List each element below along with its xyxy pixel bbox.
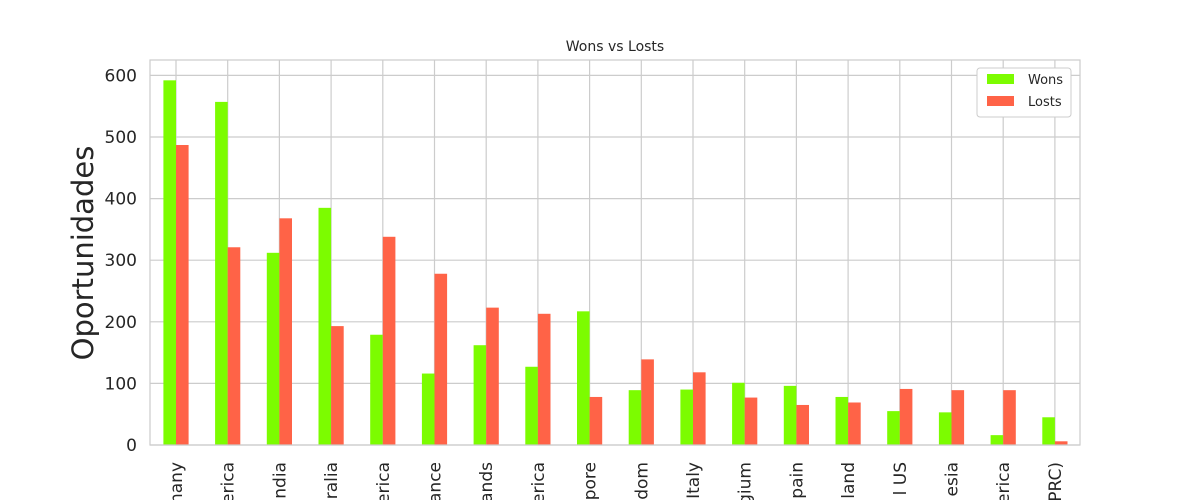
x-tick-label: many <box>167 462 187 500</box>
bar-wons <box>990 435 1004 445</box>
y-tick-label: 400 <box>105 190 137 210</box>
bars <box>163 80 1068 445</box>
bar-losts <box>1003 390 1016 445</box>
x-tick-label: esia <box>943 462 963 496</box>
x-tick-label: ndia <box>270 462 290 499</box>
legend-swatch-wons <box>987 74 1014 84</box>
bar-wons <box>783 385 797 445</box>
bar-wons <box>1042 417 1055 445</box>
x-tick-label: land <box>839 462 859 499</box>
chart-title: Wons vs Losts <box>566 39 664 55</box>
x-tick-label: ralia <box>322 462 342 499</box>
bar-losts <box>796 404 809 445</box>
bar-losts <box>899 388 913 445</box>
x-tick-label: l US <box>891 462 911 495</box>
x-tick-label: erica <box>219 462 239 500</box>
x-tick-label: pain <box>787 462 807 499</box>
x-tick-label: PRC) <box>1046 462 1066 500</box>
bar-wons <box>163 80 176 445</box>
bar-wons <box>473 345 487 445</box>
x-tick-label: pore <box>581 462 601 500</box>
bar-losts <box>434 273 448 445</box>
x-tick-label: gium <box>736 462 756 500</box>
bar-wons <box>835 396 849 445</box>
x-tick-label: erica <box>994 462 1014 500</box>
bar-losts <box>693 372 706 445</box>
legend: Wons Losts <box>976 67 1072 118</box>
bar-losts <box>486 307 499 445</box>
y-tick-label: 600 <box>105 66 137 86</box>
x-tick-label: dom <box>632 462 652 500</box>
bar-wons <box>680 389 693 445</box>
legend-label-losts: Losts <box>1028 95 1062 110</box>
bar-losts <box>279 218 292 445</box>
x-tick-label: Italy <box>684 462 704 499</box>
legend-label-wons: Wons <box>1028 73 1063 88</box>
x-tick-label: ands <box>477 462 497 500</box>
y-tick-label: 300 <box>105 251 137 271</box>
bar-wons <box>525 366 538 445</box>
legend-swatch-losts <box>987 96 1014 106</box>
bar-losts <box>848 402 861 445</box>
x-tick-label: erica <box>374 462 394 500</box>
bar-wons <box>266 252 280 445</box>
bar-losts <box>744 397 758 445</box>
bar-losts <box>951 390 965 445</box>
plot-frame <box>149 59 1081 446</box>
x-tick-label: ance <box>426 462 446 500</box>
bar-wons <box>577 311 590 445</box>
y-tick-label: 200 <box>105 313 137 333</box>
bar-losts <box>382 236 396 445</box>
bar-losts <box>331 326 344 445</box>
bar-wons <box>887 411 900 445</box>
bar-wons <box>215 101 228 445</box>
y-tick-label: 100 <box>105 374 137 394</box>
bar-wons <box>421 373 435 445</box>
bar-wons <box>318 207 332 445</box>
bar-losts <box>537 313 551 445</box>
bar-wons <box>628 390 642 445</box>
bar-losts <box>589 396 603 445</box>
y-tick-label: 0 <box>126 436 137 456</box>
x-tick-labels: many erica ndia ralia erica ance ands erica pore… <box>167 462 1066 500</box>
bar-wons <box>938 412 952 445</box>
y-tick-label: 500 <box>105 128 137 148</box>
plot-area <box>150 60 1080 445</box>
bar-losts <box>1054 441 1068 445</box>
bar-losts <box>641 359 654 445</box>
bar-losts <box>176 145 189 445</box>
bar-losts <box>227 247 241 445</box>
y-axis-label: Oportunidades <box>66 146 100 361</box>
y-tick-labels: 0 100 200 300 400 500 600 <box>105 66 137 456</box>
x-tick-label: erica <box>529 462 549 500</box>
bar-wons <box>732 382 745 445</box>
bar-wons <box>370 334 383 445</box>
